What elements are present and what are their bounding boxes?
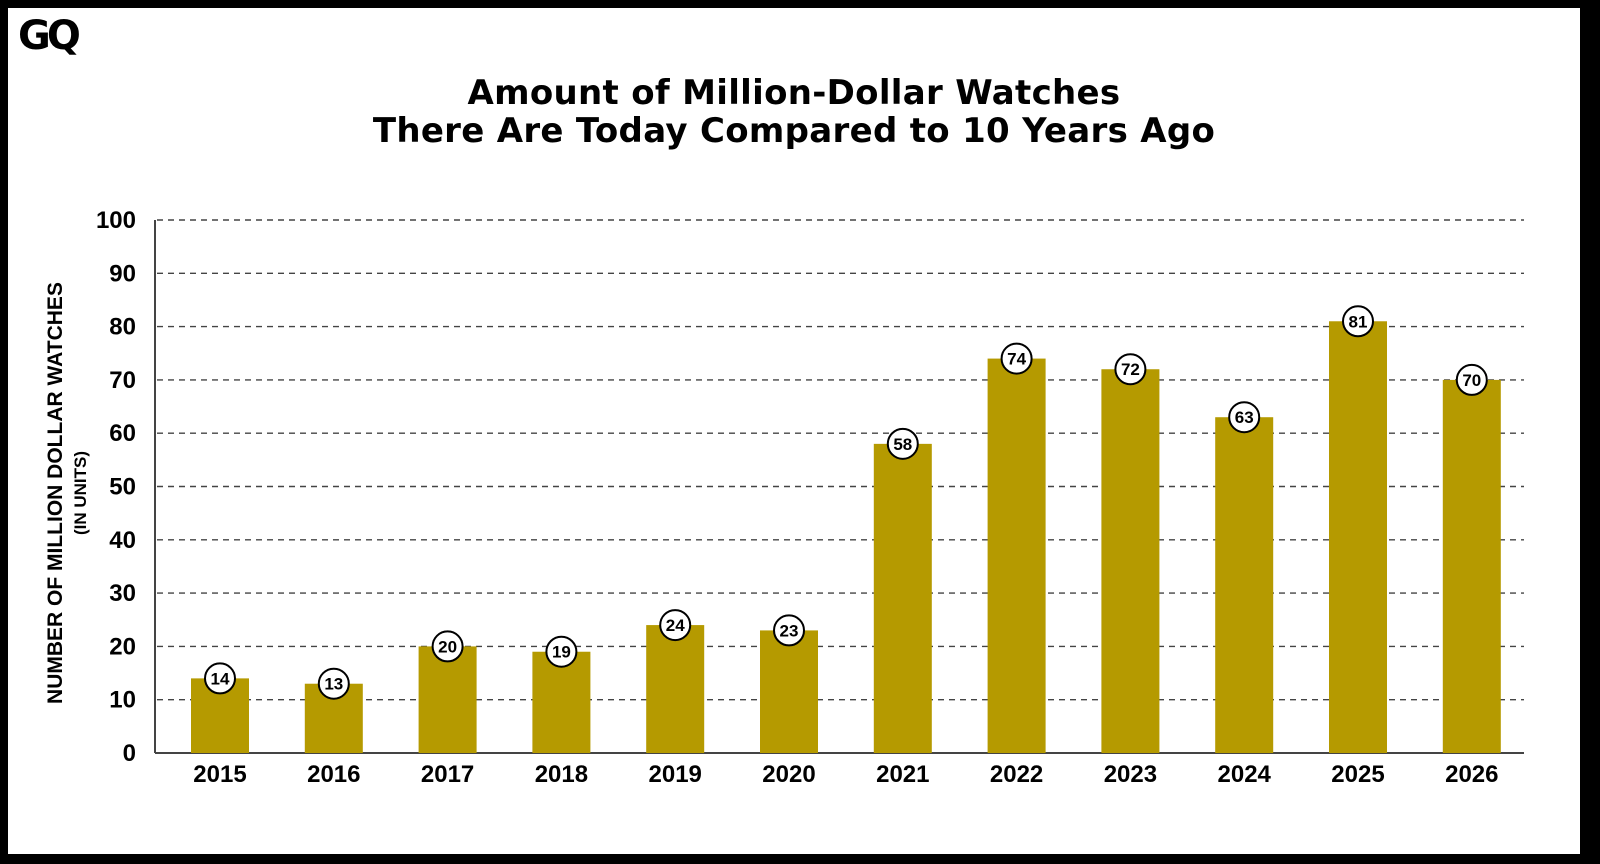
y-tick-label: 90 [109,260,136,287]
bar [532,651,591,753]
y-tick-label: 40 [109,527,136,554]
bar [760,630,818,753]
bar [1442,379,1501,753]
data-label: 13 [324,675,343,694]
data-label: 58 [893,435,912,454]
y-tick-label: 10 [109,687,136,714]
data-label-circle [431,630,464,663]
x-tick-label: 2017 [421,761,474,788]
x-tick-label: 2015 [193,761,246,788]
bar [646,625,705,753]
data-label: 14 [211,669,230,688]
y-tick-label: 30 [109,580,136,607]
x-tick-label: 2020 [762,761,815,788]
y-tick-label: 50 [109,474,136,501]
x-tick-label: 2026 [1445,761,1498,788]
data-label: 70 [1462,371,1481,390]
data-label: 72 [1121,360,1140,379]
bar-chart: 0 10 20 30 40 50 60 70 80 90 100 14 2015 13 2016 20 2017… [96,207,1524,788]
y-tick-label: 80 [109,314,136,341]
y-tick-label: 60 [109,420,136,447]
data-label-circle [659,609,692,642]
data-label: 23 [780,621,799,640]
y-tick-label: 100 [96,207,136,234]
data-label: 20 [438,637,457,656]
data-label-circle [886,427,919,460]
data-label-circle [1342,305,1374,338]
x-tick-label: 2016 [307,761,360,788]
bar [1329,321,1387,753]
bar [873,443,932,753]
y-tick-label: 0 [123,740,136,767]
x-tick-label: 2023 [1104,761,1157,788]
x-tick-label: 2025 [1331,761,1384,788]
chart-frame: GQ Amount of Million-Dollar Watches Ther… [8,8,1580,854]
x-tick-label: 2019 [649,761,702,788]
x-tick-label: 2022 [990,761,1043,788]
data-label: 19 [552,643,571,662]
bar [1101,369,1160,753]
chart-title-line-1: Amount of Million-Dollar Watches [467,73,1121,113]
data-label-circle [317,667,350,700]
chart-title-line-2: There Are Today Compared to 10 Years Ago [372,111,1216,151]
gq-logo: GQ [18,13,81,59]
x-tick-label: 2024 [1218,761,1272,788]
y-tick-label: 70 [109,367,136,394]
data-label: 63 [1235,408,1254,427]
x-tick-label: 2021 [876,761,929,788]
y-tick-label: 20 [109,633,136,660]
bar [987,358,1046,753]
x-tick-label: 2018 [535,761,588,788]
bar [1215,417,1274,753]
chart-title: Amount of Million-Dollar Watches There A… [8,74,1580,150]
data-label-circle [1114,353,1147,386]
data-label-circle [545,635,578,668]
data-label-circle [773,614,805,647]
data-label-circle [1455,363,1488,396]
data-label: 74 [1007,350,1026,369]
data-label-circle [1000,342,1033,375]
bar [418,646,477,753]
data-label-circle [1228,401,1261,434]
data-label: 81 [1349,312,1368,331]
data-label: 24 [666,616,685,635]
data-label-circle [204,662,236,695]
